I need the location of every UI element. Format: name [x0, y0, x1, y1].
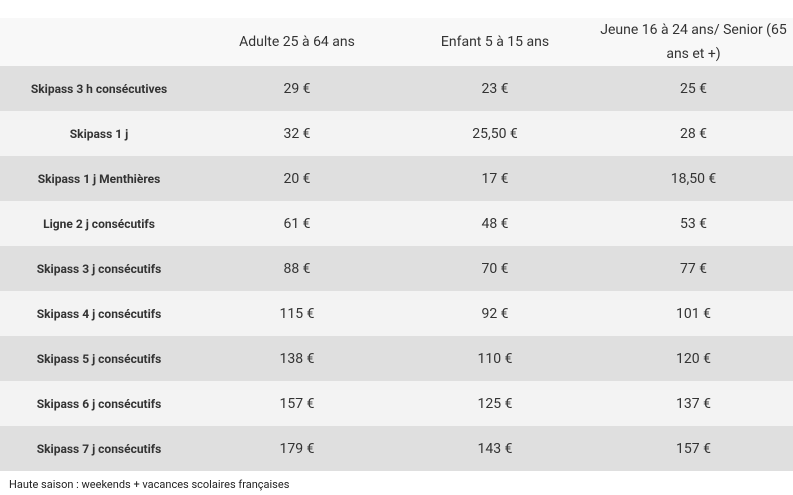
row-label: Skipass 3 j consécutifs: [36, 261, 162, 276]
table-row: Skipass 3 j consécutifs 88 € 70 € 77 €: [0, 246, 793, 291]
price-cell: 23 €: [481, 80, 509, 97]
row-label: Ligne 2 j consécutifs: [43, 216, 155, 231]
table-row: Skipass 1 j Menthières 20 € 17 € 18,50 €: [0, 156, 793, 201]
price-cell: 48 €: [481, 215, 509, 232]
price-cell: 17 €: [481, 170, 509, 187]
price-cell: 70 €: [481, 260, 509, 277]
header-cell: Jeune 16 à 24 ans/ Senior (65 ans et +): [600, 22, 787, 62]
price-cell: 125 €: [477, 395, 513, 412]
price-cell: 61 €: [283, 215, 311, 232]
price-cell: 29 €: [283, 80, 311, 97]
price-cell: 138 €: [279, 350, 315, 367]
header-cell: [0, 18, 198, 66]
table-row: Skipass 4 j consécutifs 115 € 92 € 101 €: [0, 291, 793, 336]
price-cell: 115 €: [279, 305, 315, 322]
price-cell: 88 €: [283, 260, 311, 277]
table-row: Ligne 2 j consécutifs 61 € 48 € 53 €: [0, 201, 793, 246]
price-cell: 20 €: [283, 170, 311, 187]
price-cell: 28 €: [679, 125, 708, 142]
row-label: Skipass 5 j consécutifs: [36, 351, 162, 366]
footnote: Haute saison : weekends + vacances scola…: [9, 478, 290, 491]
price-cell: 92 €: [481, 305, 509, 322]
price-cell: 179 €: [279, 440, 315, 457]
row-label: Skipass 1 j Menthières: [37, 171, 161, 186]
row-label: Skipass 6 j consécutifs: [36, 396, 162, 411]
header-cell: Adulte 25 à 64 ans: [239, 34, 355, 50]
row-label: Skipass 1 j: [69, 126, 129, 141]
price-cell: 25 €: [679, 80, 708, 97]
header-cell: Enfant 5 à 15 ans: [440, 34, 550, 50]
table-row: Skipass 6 j consécutifs 157 € 125 € 137 €: [0, 381, 793, 426]
price-cell: 157 €: [279, 395, 315, 412]
table-row: Skipass 3 h consécutives 29 € 23 € 25 €: [0, 66, 793, 111]
table-row: Skipass 5 j consécutifs 138 € 110 € 120 €: [0, 336, 793, 381]
row-label: Skipass 7 j consécutifs: [36, 441, 162, 456]
table-row: Skipass 1 j 32 € 25,50 € 28 €: [0, 111, 793, 156]
price-cell: 77 €: [679, 260, 708, 277]
price-cell: 32 €: [283, 125, 311, 142]
row-label: Skipass 3 h consécutives: [30, 81, 168, 96]
price-table: Adulte 25 à 64 ans Enfant 5 à 15 ans Jeu…: [0, 18, 793, 471]
header-row: Adulte 25 à 64 ans Enfant 5 à 15 ans Jeu…: [0, 18, 793, 66]
price-cell: 143 €: [477, 440, 513, 457]
row-label: Skipass 4 j consécutifs: [36, 306, 162, 321]
table-body: Skipass 3 h consécutives 29 €23 €25 € Skip…: [0, 66, 793, 471]
price-cell: 53 €: [679, 215, 708, 232]
price-cell: 18,50 €: [670, 170, 717, 187]
price-cell: 120 €: [676, 350, 711, 367]
price-cell: 137 €: [676, 395, 711, 412]
price-cell: 101 €: [676, 305, 711, 322]
price-cell: 157 €: [676, 440, 711, 457]
price-cell: 110 €: [477, 350, 513, 367]
table-row: Skipass 7 j consécutifs 179 € 143 € 157 €: [0, 426, 793, 471]
table-header: Adulte 25 à 64 ans Enfant 5 à 15 ans Jeu…: [0, 18, 793, 66]
price-cell: 25,50 €: [472, 125, 518, 142]
